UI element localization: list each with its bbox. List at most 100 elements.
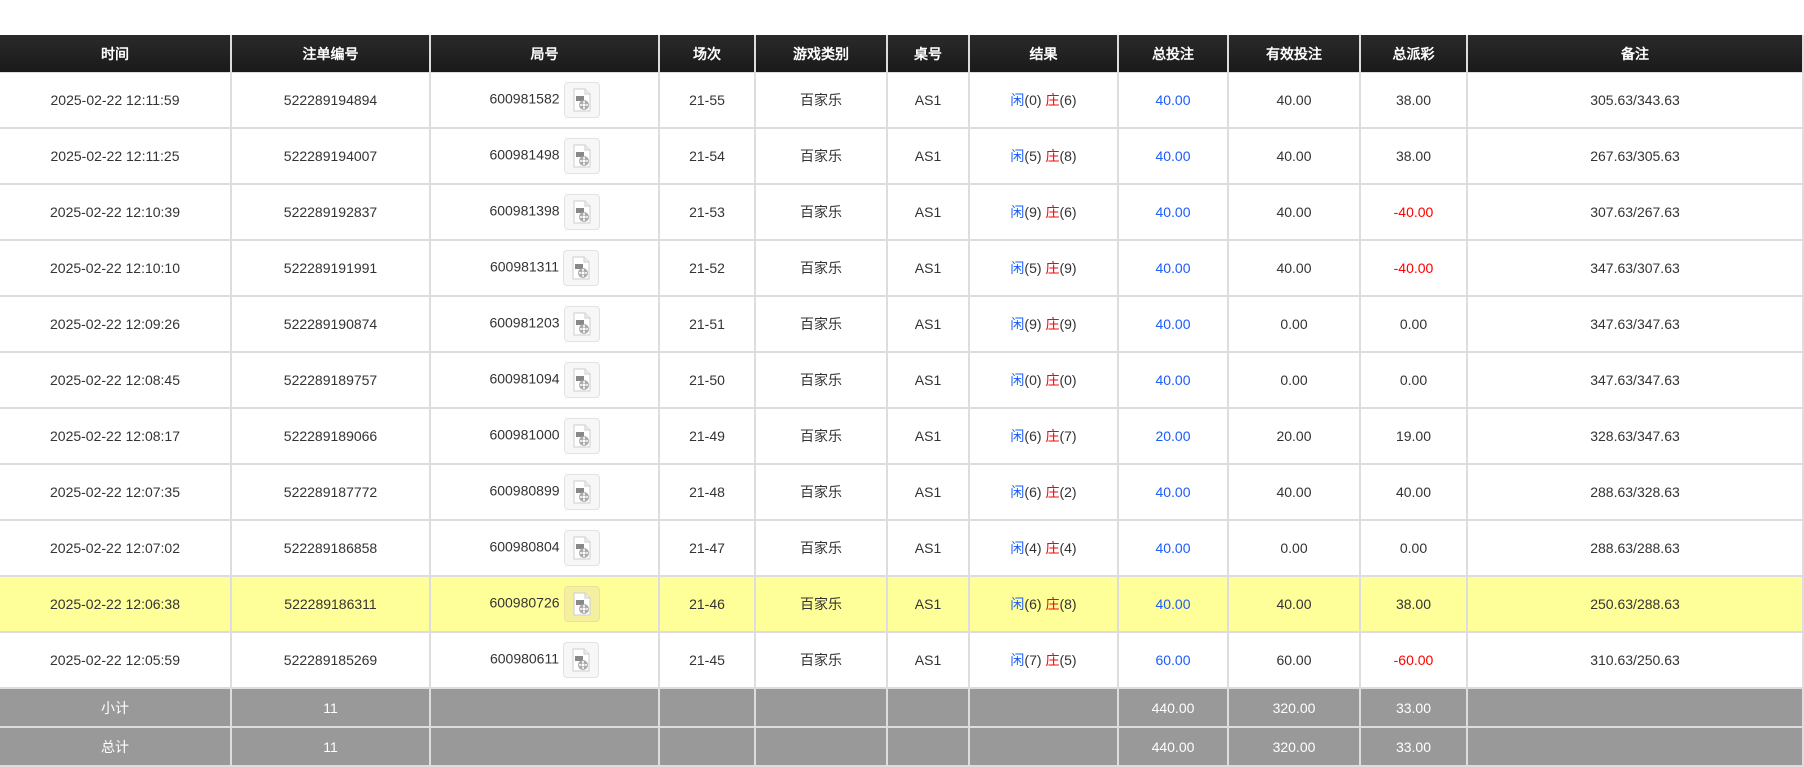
total-bet-cell: 40.00 — [1117, 127, 1229, 185]
result-cell: 闲(9) 庄(6) — [968, 183, 1119, 241]
banker-score: (7) — [1059, 428, 1077, 444]
round-cell: 600980804 — [429, 519, 660, 577]
payout-cell: 38.00 — [1359, 127, 1468, 185]
banker-label: 庄 — [1045, 260, 1060, 276]
time-cell: 2025-02-22 12:05:59 — [0, 631, 232, 689]
valid-bet-cell: 40.00 — [1227, 463, 1361, 521]
payout-cell: -60.00 — [1359, 631, 1468, 689]
game-cell: 百家乐 — [754, 575, 888, 633]
table-row: 2025-02-22 12:08:45 522289189757 6009810… — [0, 351, 1804, 409]
video-file-icon[interactable] — [563, 530, 600, 566]
round-number: 600981498 — [489, 146, 560, 163]
table-cell: AS1 — [886, 407, 970, 465]
video-file-icon[interactable] — [563, 474, 600, 510]
banker-score: (8) — [1059, 148, 1077, 164]
banker-score: (9) — [1059, 260, 1077, 276]
time-cell: 2025-02-22 12:06:38 — [0, 575, 232, 633]
footer-total-bet: 440.00 — [1117, 687, 1229, 728]
round-number: 600980726 — [489, 594, 560, 611]
player-label: 闲 — [1010, 316, 1025, 332]
col-game: 游戏类别 — [754, 35, 888, 73]
payout-cell: 38.00 — [1359, 575, 1468, 633]
video-file-icon[interactable] — [563, 138, 600, 174]
round-cell: 600980611 — [429, 631, 660, 689]
video-file-icon[interactable] — [563, 642, 600, 678]
time-cell: 2025-02-22 12:09:26 — [0, 295, 232, 353]
video-file-icon[interactable] — [563, 194, 600, 230]
total-bet-cell: 40.00 — [1117, 351, 1229, 409]
time-cell: 2025-02-22 12:07:02 — [0, 519, 232, 577]
note-cell: 307.63/267.63 — [1466, 183, 1804, 241]
round-number: 600980804 — [489, 538, 560, 555]
footer-valid-bet: 320.00 — [1227, 726, 1361, 767]
table-row: 2025-02-22 12:07:35 522289187772 6009808… — [0, 463, 1804, 521]
player-score: (7) — [1024, 652, 1042, 668]
video-file-icon[interactable] — [563, 586, 600, 622]
result-cell: 闲(6) 庄(2) — [968, 463, 1119, 521]
round-number: 600981311 — [489, 258, 560, 275]
table-row: 2025-02-22 12:08:17 522289189066 6009810… — [0, 407, 1804, 465]
banker-label: 庄 — [1045, 316, 1060, 332]
valid-bet-cell: 40.00 — [1227, 127, 1361, 185]
player-score: (0) — [1024, 92, 1042, 108]
total-bet-cell: 40.00 — [1117, 239, 1229, 297]
round-number: 600980899 — [489, 482, 560, 499]
player-score: (6) — [1024, 596, 1042, 612]
video-file-icon[interactable] — [563, 418, 600, 454]
payout-cell: -40.00 — [1359, 239, 1468, 297]
footer-count: 11 — [230, 726, 431, 767]
session-cell: 21-49 — [658, 407, 756, 465]
session-cell: 21-53 — [658, 183, 756, 241]
player-score: (4) — [1024, 540, 1042, 556]
table-cell: AS1 — [886, 463, 970, 521]
session-cell: 21-52 — [658, 239, 756, 297]
payout-cell: 0.00 — [1359, 519, 1468, 577]
game-cell: 百家乐 — [754, 463, 888, 521]
video-file-icon[interactable] — [563, 306, 600, 342]
game-cell: 百家乐 — [754, 631, 888, 689]
valid-bet-cell: 0.00 — [1227, 351, 1361, 409]
banker-score: (6) — [1059, 92, 1077, 108]
total-bet-cell: 40.00 — [1117, 519, 1229, 577]
round-number: 600981203 — [489, 314, 560, 331]
player-score: (5) — [1024, 148, 1042, 164]
banker-score: (4) — [1059, 540, 1077, 556]
banker-score: (5) — [1059, 652, 1077, 668]
bet-id-cell: 522289190874 — [230, 295, 431, 353]
valid-bet-cell: 40.00 — [1227, 72, 1361, 129]
round-number: 600981582 — [489, 90, 560, 107]
player-score: (0) — [1024, 372, 1042, 388]
video-file-icon[interactable] — [563, 82, 600, 118]
video-file-icon[interactable] — [563, 250, 600, 286]
table-cell: AS1 — [886, 351, 970, 409]
col-session: 场次 — [658, 35, 756, 73]
session-cell: 21-54 — [658, 127, 756, 185]
table-row: 2025-02-22 12:07:02 522289186858 6009808… — [0, 519, 1804, 577]
round-cell: 600981000 — [429, 407, 660, 465]
footer-payout: 33.00 — [1359, 726, 1468, 767]
valid-bet-cell: 0.00 — [1227, 519, 1361, 577]
payout-cell: 40.00 — [1359, 463, 1468, 521]
player-label: 闲 — [1010, 596, 1025, 612]
round-cell: 600981311 — [429, 239, 660, 297]
result-cell: 闲(5) 庄(9) — [968, 239, 1119, 297]
valid-bet-cell: 20.00 — [1227, 407, 1361, 465]
video-file-icon[interactable] — [563, 362, 600, 398]
col-note: 备注 — [1466, 35, 1804, 73]
bet-id-cell: 522289185269 — [230, 631, 431, 689]
table-row: 2025-02-22 12:11:25 522289194007 6009814… — [0, 127, 1804, 185]
banker-score: (9) — [1059, 316, 1077, 332]
round-number: 600981000 — [489, 426, 560, 443]
banker-score: (2) — [1059, 484, 1077, 500]
bet-id-cell: 522289191991 — [230, 239, 431, 297]
player-score: (9) — [1024, 204, 1042, 220]
session-cell: 21-51 — [658, 295, 756, 353]
table-row: 2025-02-22 12:09:26 522289190874 6009812… — [0, 295, 1804, 353]
note-cell: 267.63/305.63 — [1466, 127, 1804, 185]
table-cell: AS1 — [886, 575, 970, 633]
round-number: 600981398 — [489, 202, 560, 219]
total-bet-cell: 40.00 — [1117, 183, 1229, 241]
round-cell: 600980899 — [429, 463, 660, 521]
player-label: 闲 — [1010, 484, 1025, 500]
bet-id-cell: 522289194007 — [230, 127, 431, 185]
